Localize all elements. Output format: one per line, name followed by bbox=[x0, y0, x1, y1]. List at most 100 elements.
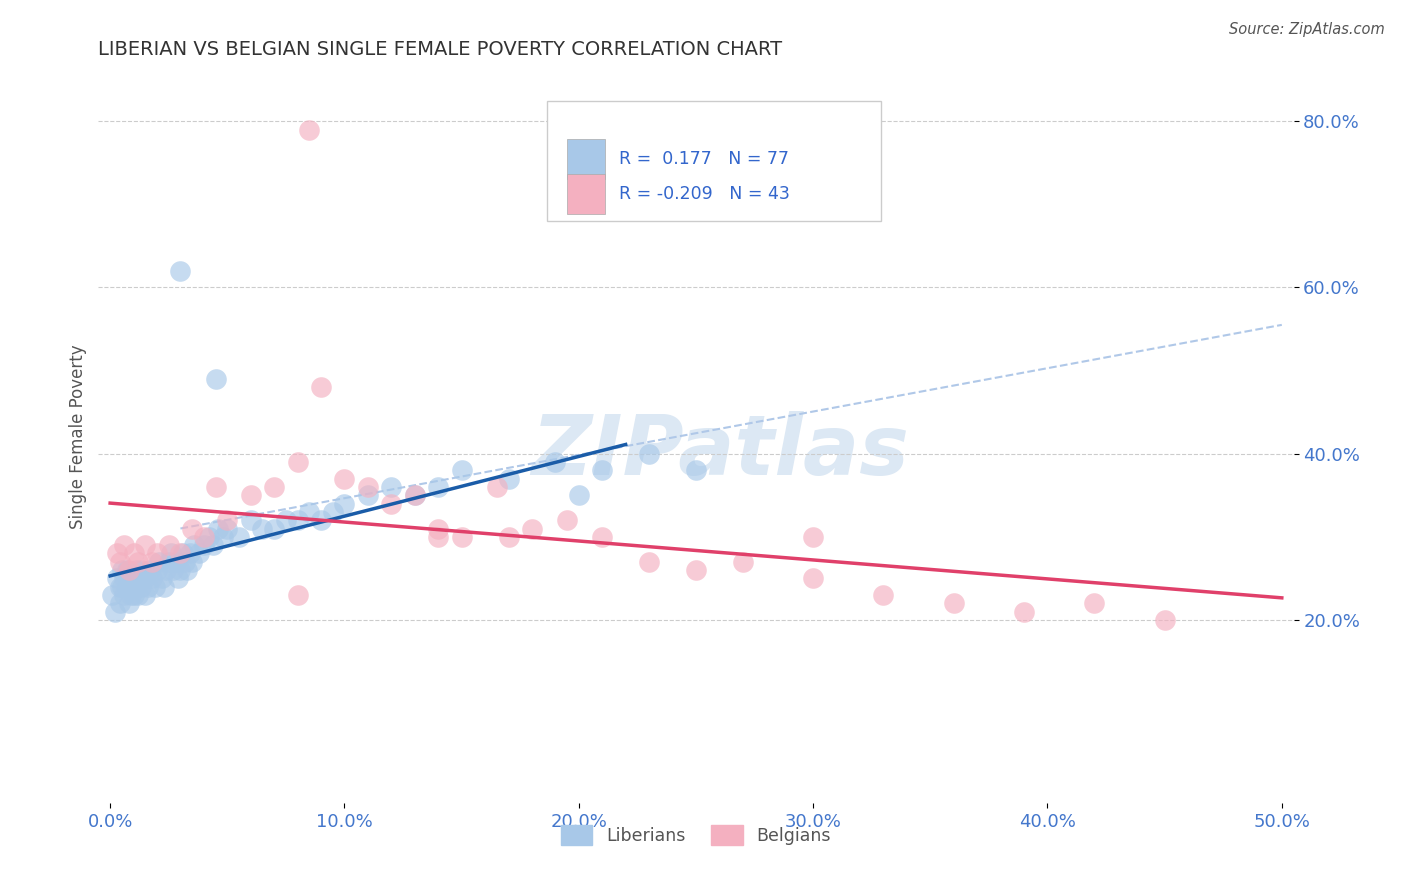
Point bbox=[112, 571, 135, 585]
Point bbox=[357, 480, 380, 494]
Point bbox=[298, 122, 321, 136]
Point bbox=[322, 505, 344, 519]
Point bbox=[207, 521, 229, 535]
Point bbox=[169, 264, 191, 278]
Point bbox=[111, 580, 134, 594]
Point bbox=[112, 538, 135, 552]
Point bbox=[146, 546, 169, 560]
Point bbox=[204, 480, 226, 494]
Point bbox=[183, 538, 205, 552]
Point bbox=[450, 463, 472, 477]
FancyBboxPatch shape bbox=[547, 101, 882, 221]
Point bbox=[309, 513, 332, 527]
Point bbox=[1153, 613, 1175, 627]
Point bbox=[1012, 605, 1035, 619]
Point bbox=[591, 463, 613, 477]
Point bbox=[179, 546, 201, 560]
Text: Source: ZipAtlas.com: Source: ZipAtlas.com bbox=[1229, 22, 1385, 37]
Point bbox=[108, 596, 131, 610]
Point bbox=[498, 530, 520, 544]
Point bbox=[134, 571, 156, 585]
Point bbox=[333, 497, 356, 511]
Point bbox=[450, 530, 472, 544]
Point bbox=[638, 555, 661, 569]
Text: R =  0.177   N = 77: R = 0.177 N = 77 bbox=[620, 150, 790, 168]
Point bbox=[942, 596, 965, 610]
Point bbox=[141, 555, 163, 569]
Point bbox=[127, 588, 149, 602]
Point bbox=[134, 588, 156, 602]
Point bbox=[217, 521, 239, 535]
Point bbox=[427, 480, 450, 494]
Point bbox=[555, 513, 578, 527]
Point bbox=[120, 580, 142, 594]
Text: R = -0.209   N = 43: R = -0.209 N = 43 bbox=[620, 186, 790, 203]
Point bbox=[122, 546, 145, 560]
Point bbox=[404, 488, 426, 502]
Point bbox=[132, 571, 155, 585]
Point bbox=[591, 530, 613, 544]
Point bbox=[202, 538, 225, 552]
Point bbox=[165, 555, 187, 569]
Point bbox=[108, 580, 131, 594]
Point bbox=[134, 538, 156, 552]
Point bbox=[188, 546, 211, 560]
Point bbox=[174, 555, 197, 569]
Point bbox=[143, 580, 166, 594]
Point bbox=[239, 488, 262, 502]
Point bbox=[108, 555, 131, 569]
Point bbox=[167, 571, 190, 585]
Point bbox=[211, 530, 233, 544]
Point bbox=[263, 480, 285, 494]
Point bbox=[193, 530, 215, 544]
Point bbox=[148, 555, 170, 569]
Point bbox=[115, 580, 138, 594]
Point bbox=[105, 546, 128, 560]
Point bbox=[239, 513, 262, 527]
Point bbox=[544, 455, 567, 469]
Point bbox=[111, 563, 134, 577]
Point bbox=[685, 463, 707, 477]
Point bbox=[139, 563, 162, 577]
Point bbox=[404, 488, 426, 502]
Point bbox=[122, 571, 145, 585]
Point bbox=[309, 380, 332, 394]
FancyBboxPatch shape bbox=[567, 139, 605, 179]
Point bbox=[105, 571, 128, 585]
Point bbox=[274, 513, 297, 527]
Point bbox=[287, 513, 309, 527]
Point bbox=[122, 588, 145, 602]
Point bbox=[118, 563, 141, 577]
Point bbox=[118, 596, 141, 610]
Point bbox=[263, 521, 285, 535]
Point bbox=[129, 563, 152, 577]
Point bbox=[193, 538, 215, 552]
Point bbox=[157, 538, 180, 552]
Text: LIBERIAN VS BELGIAN SINGLE FEMALE POVERTY CORRELATION CHART: LIBERIAN VS BELGIAN SINGLE FEMALE POVERT… bbox=[98, 39, 783, 59]
Point bbox=[357, 488, 380, 502]
Point bbox=[129, 580, 152, 594]
Point bbox=[731, 555, 754, 569]
Point bbox=[146, 563, 169, 577]
Point bbox=[120, 588, 142, 602]
Point bbox=[169, 563, 191, 577]
Point bbox=[153, 580, 176, 594]
Point bbox=[427, 530, 450, 544]
Point bbox=[181, 521, 204, 535]
Point bbox=[252, 521, 274, 535]
Point bbox=[197, 530, 219, 544]
Point bbox=[160, 546, 183, 560]
Point bbox=[380, 497, 402, 511]
Point bbox=[181, 555, 204, 569]
Point bbox=[127, 555, 149, 569]
Point bbox=[287, 455, 309, 469]
Point bbox=[287, 588, 309, 602]
Point bbox=[141, 571, 163, 585]
Point bbox=[380, 480, 402, 494]
Point bbox=[155, 563, 177, 577]
Point bbox=[217, 513, 239, 527]
Point bbox=[298, 505, 321, 519]
Text: ZIPatlas: ZIPatlas bbox=[531, 411, 908, 492]
Point bbox=[427, 521, 450, 535]
Point bbox=[162, 563, 184, 577]
